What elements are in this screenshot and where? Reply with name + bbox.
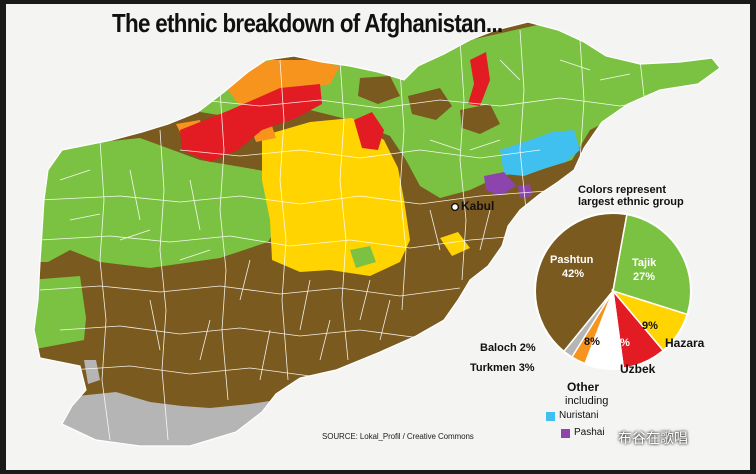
pashai-swatch — [561, 429, 570, 438]
legend-title-line1: Colors represent — [578, 184, 667, 196]
pie-label-uzbek-name: Uzbek — [620, 362, 656, 376]
pie-label-tajik-pct: 27% — [633, 271, 656, 283]
pie-label-hazara-pct: 9% — [642, 320, 658, 332]
legend-title: Colors represent largest ethnic group — [578, 184, 684, 208]
kabul-marker — [450, 202, 460, 212]
nuristani-swatch — [546, 412, 555, 421]
pie-label-other-including: including — [565, 395, 609, 407]
nuristani-label: Nuristani — [559, 410, 599, 421]
country-border — [33, 21, 721, 447]
pie-label-other-name: Other — [567, 380, 600, 394]
page-title: The ethnic breakdown of Afghanistan... — [112, 8, 503, 38]
pie-label-tajik-name: Tajik — [632, 257, 657, 269]
pie-label-baloch: Baloch 2% — [480, 342, 536, 354]
pie-label-pashtun-name: Pashtun — [550, 254, 594, 266]
pie-label-other-pct: 8% — [584, 336, 600, 348]
pie-label-turkmen: Turkmen 3% — [470, 362, 535, 374]
pie-label-hazara-name: Hazara — [665, 336, 705, 350]
source-credit: SOURCE: Lokal_Profil / Creative Commons — [322, 432, 474, 441]
pie-label-uzbek-pct: 9% — [614, 337, 630, 349]
watermark: 布谷在歌唱 — [618, 431, 688, 447]
pie-outline — [534, 212, 692, 370]
legend-title-line2: largest ethnic group — [578, 196, 684, 208]
pashai-label: Pashai — [574, 427, 605, 438]
ethnic-pie-chart — [534, 212, 692, 370]
pie-label-pashtun-pct: 42% — [562, 268, 585, 280]
kabul-label: Kabul — [461, 199, 495, 213]
